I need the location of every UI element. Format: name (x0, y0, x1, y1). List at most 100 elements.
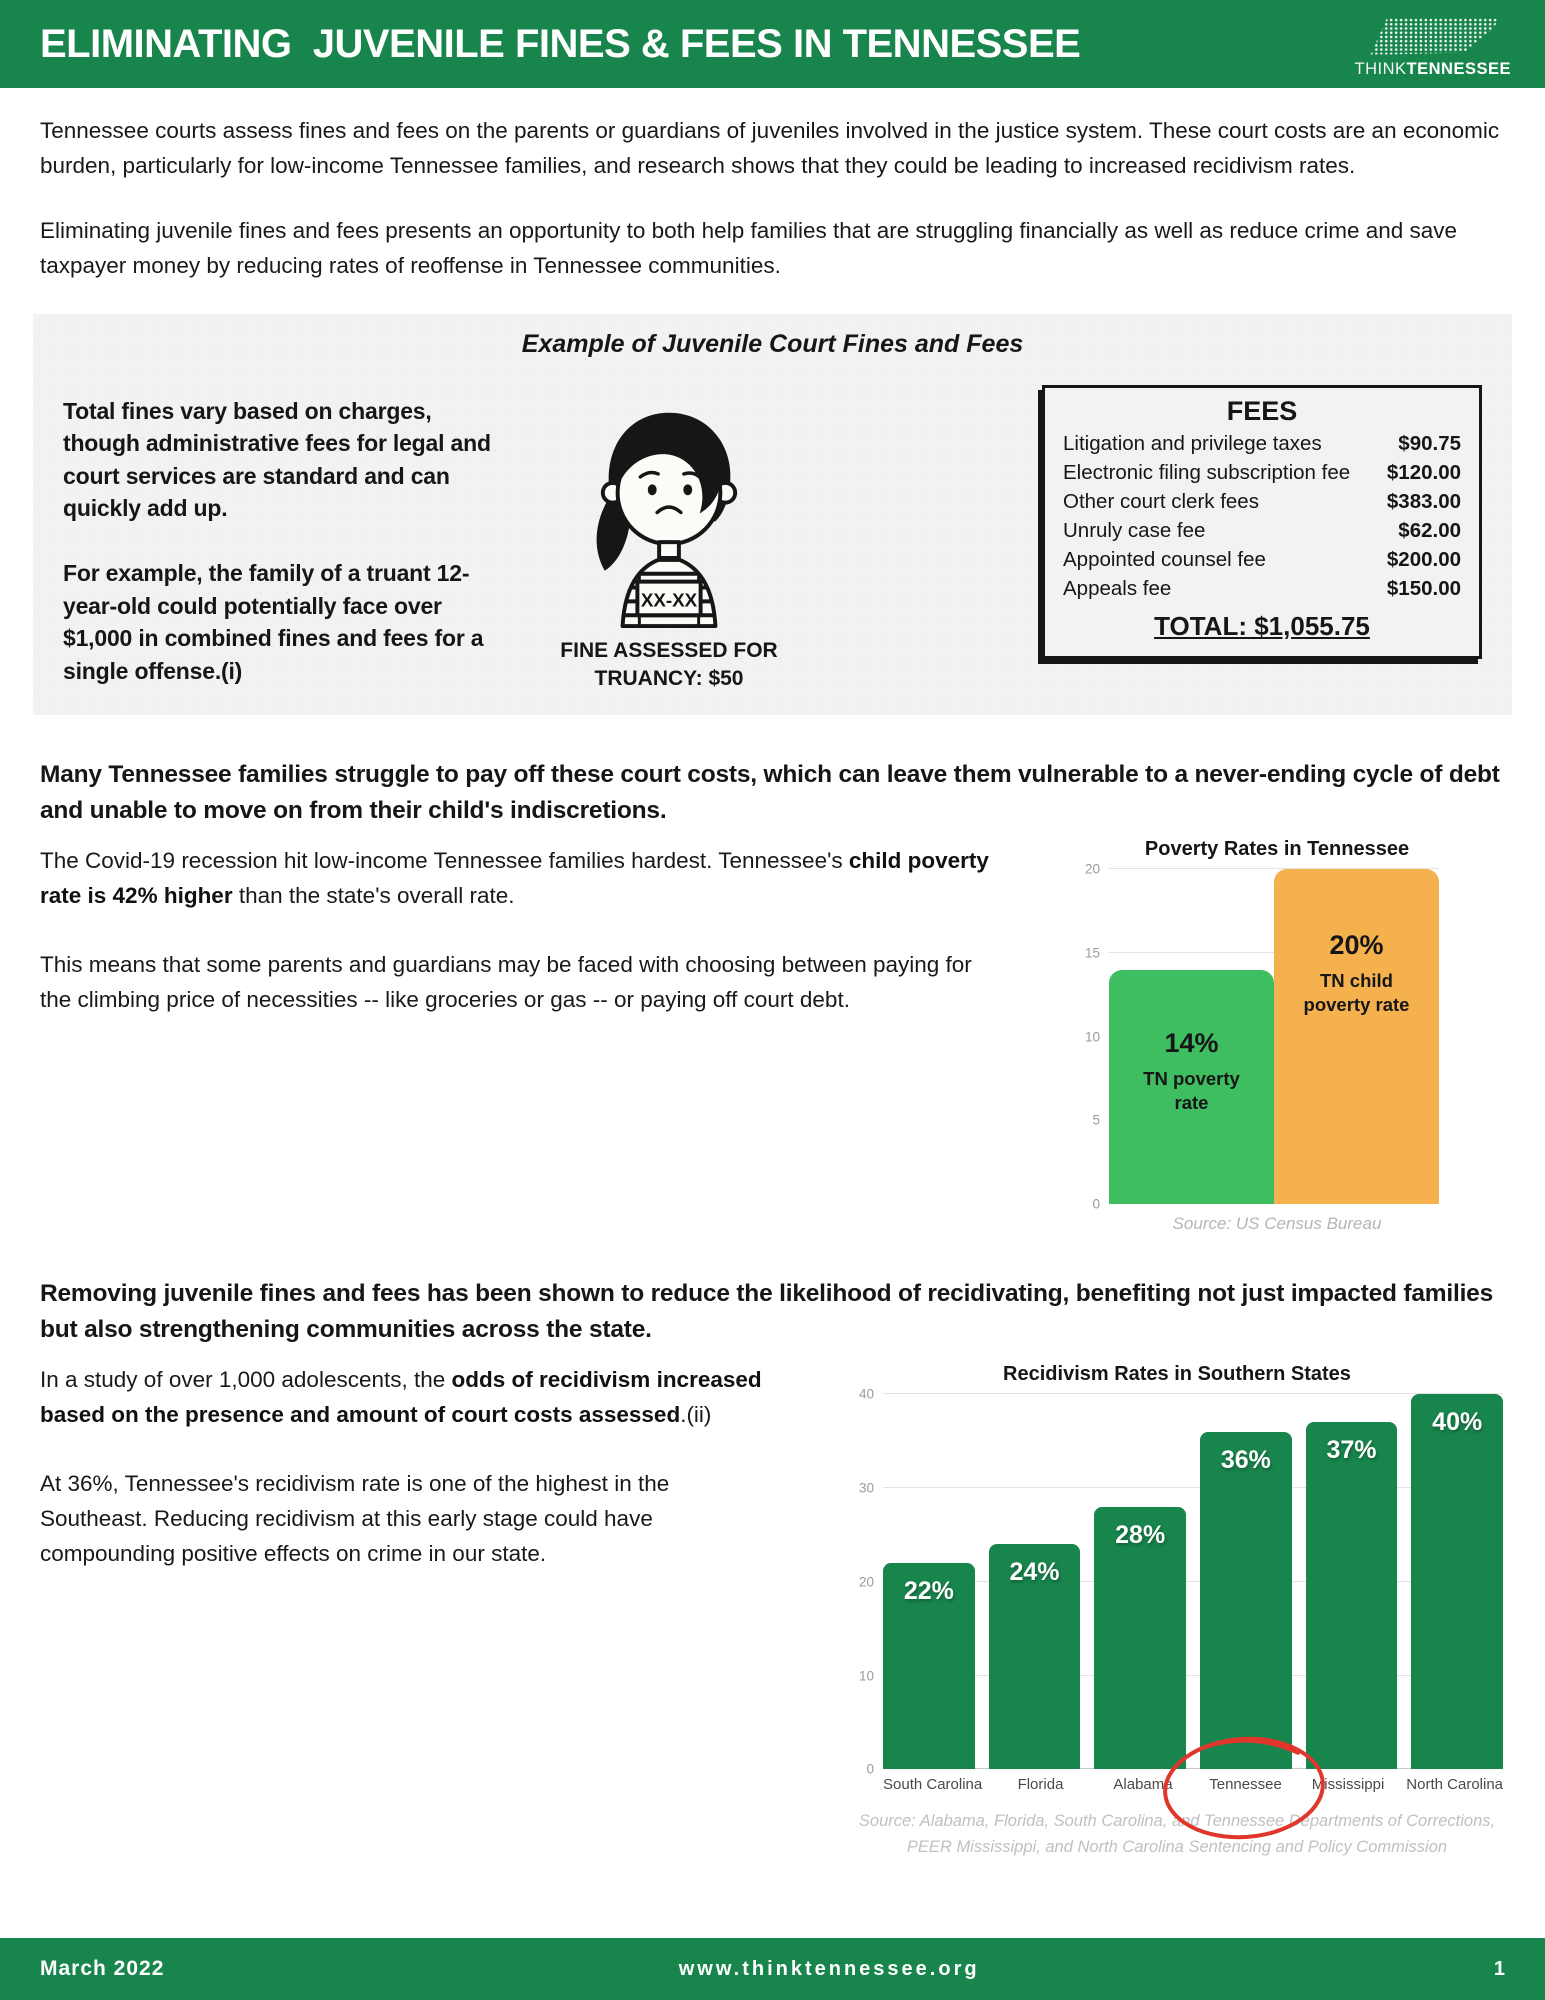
recidivism-x-axis: South Carolina Florida Alabama Tennessee Mis… (883, 1776, 1503, 1793)
fees-title: FEES (1226, 395, 1298, 426)
bar-category-label: TN poverty rate (1143, 1068, 1240, 1114)
recidivism-chart-plot: 0 10 20 30 40 22% 24% 28% 36% 37% 40% (849, 1387, 1505, 1777)
bars: 22% 24% 28% 36% 37% 40% (883, 1394, 1504, 1770)
fees-table: Litigation and privilege taxes $90.75 Elec… (1063, 432, 1461, 601)
example-text-paragraph-2: For example, the family of a truant 12-y… (63, 560, 484, 685)
bar-value-label: 14% (1164, 1028, 1219, 1059)
example-box-title: Example of Juvenile Court Fines and Fees (521, 329, 1024, 358)
y-tick-label: 0 (866, 1761, 874, 1777)
poverty-plot-area: 14% TN poverty rate 20% TN child poverty ra… (1109, 868, 1439, 1205)
poverty-y-axis: 0 5 10 15 20 (1075, 862, 1109, 1212)
recidivism-chart-title: Recidivism Rates in Southern States (1003, 1363, 1351, 1386)
logo-think-text: THINK (1354, 59, 1407, 78)
fee-row: Litigation and privilege taxes $90.75 (1063, 432, 1461, 456)
intro-paragraph-2: Eliminating juvenile fines and fees pres… (40, 217, 1458, 278)
recidivism-plot-area: 22% 24% 28% 36% 37% 40% (883, 1393, 1504, 1770)
bar-mississippi: 37% (1305, 1422, 1398, 1770)
bar-value-label: 36% (1220, 1445, 1271, 1474)
example-box-content: Total fines vary based on charges, thoug… (63, 373, 1482, 694)
bars: 14% TN poverty rate 20% TN child poverty ra… (1109, 869, 1439, 1205)
fee-row: Electronic filing subscription fee $120.0… (1063, 461, 1461, 485)
placard-text: XX-XX (641, 589, 698, 610)
fee-label: Appointed counsel fee (1063, 547, 1266, 571)
recidivism-chart-source: Source: Alabama, Florida, South Carolina… (858, 1812, 1496, 1856)
fee-row: Appointed counsel fee $200.00 (1063, 548, 1461, 572)
page-body: Tennessee courts assess fines and fees o… (0, 88, 1545, 1938)
y-tick-label: 30 (858, 1480, 874, 1496)
fee-label: Other court clerk fees (1063, 489, 1259, 513)
poverty-section: The Covid-19 recession hit low-income Te… (40, 838, 1505, 1234)
bar-value-label: 28% (1115, 1520, 1166, 1549)
gridline (883, 1674, 1503, 1676)
bar-value-label: 20% (1329, 929, 1384, 960)
x-tick-label-south-carolina: South Carolina (883, 1776, 983, 1794)
x-tick-label-florida: Florida (1017, 1776, 1064, 1794)
bar-value-label: 37% (1326, 1436, 1377, 1465)
y-tick-label: 10 (858, 1668, 874, 1683)
page-header: ELIMINATING JUVENILE FINES & FEES IN TEN… (0, 0, 1545, 88)
poverty-chart-title: Poverty Rates in Tennessee (1144, 838, 1410, 861)
poverty-chart: Poverty Rates in Tennessee 0 5 10 15 20 14% T… (1075, 838, 1479, 1234)
tennessee-state-icon (1370, 17, 1499, 54)
y-tick-label: 5 (1092, 1112, 1100, 1128)
page-footer: March 2022 www.thinktennessee.org 1 (0, 1938, 1545, 2000)
fee-label: Litigation and privilege taxes (1063, 431, 1322, 455)
x-tick-label-tennessee: Tennessee (1209, 1776, 1282, 1794)
y-tick-label: 0 (1092, 1196, 1100, 1212)
footer-website-link[interactable]: www.thinktennessee.org (678, 1957, 980, 1980)
fee-amount: $120.00 (1386, 460, 1461, 484)
sad-girl-illustration: XX-XX (596, 412, 738, 628)
fee-label: Unruly case fee (1063, 518, 1206, 542)
gridline (883, 1580, 1503, 1582)
bar-north-carolina: 40% (1411, 1394, 1504, 1770)
example-box-text: Total fines vary based on charges, thoug… (63, 373, 493, 688)
recidivism-y-axis: 0 10 20 30 40 (849, 1387, 883, 1777)
logo-wordmark: THINKTENNESSEE (1355, 60, 1511, 79)
gridline (883, 1487, 1503, 1488)
y-tick-label: 20 (858, 1574, 874, 1590)
recidivism-section-heading: Removing juvenile fines and fees has bee… (40, 1280, 1494, 1343)
poverty-paragraph-2: This means that some parents and guardia… (40, 951, 972, 1012)
fee-label: Appeals fee (1063, 576, 1172, 600)
bar-tn-poverty-rate: 14% TN poverty rate (1109, 969, 1274, 1205)
fee-amount: $150.00 (1386, 576, 1461, 600)
fees-table-box: FEES Litigation and privilege taxes $90.7… (1042, 384, 1482, 659)
bar-value-label: 40% (1432, 1408, 1483, 1437)
bar-south-carolina: 22% (883, 1563, 975, 1770)
fees-total: TOTAL: $1,055.75 (1154, 610, 1370, 641)
example-text-paragraph-1: Total fines vary based on charges, thoug… (63, 397, 491, 522)
bar-florida: 24% (988, 1544, 1081, 1770)
fee-amount: $62.00 (1398, 518, 1461, 542)
gridline (1109, 868, 1439, 870)
think-tennessee-logo: THINKTENNESSEE (1355, 14, 1511, 79)
truant-girl-figure: XX-XX FINE ASSESSED FOR TRUANCY: $50 (519, 373, 819, 694)
bar-value-label: 22% (903, 1577, 954, 1605)
poverty-paragraph-1: The Covid-19 recession hit low-income Te… (40, 848, 989, 909)
poverty-chart-plot: 0 5 10 15 20 14% TN poverty rate 20% TN child p… (1075, 862, 1479, 1212)
footer-page-number: 1 (1493, 1957, 1505, 1980)
poverty-section-heading: Many Tennessee families struggle to pay … (40, 761, 1500, 824)
x-tick-label-alabama: Alabama (1113, 1776, 1173, 1794)
recidivism-section-text: In a study of over 1,000 adolescents, th… (40, 1363, 781, 1860)
footer-date: March 2022 (40, 1957, 165, 1980)
y-tick-label: 40 (858, 1386, 874, 1402)
gridline (883, 1393, 1503, 1395)
fee-label: Electronic filing subscription fee (1063, 460, 1351, 484)
y-tick-label: 15 (1084, 945, 1100, 961)
bar-tn-child-poverty-rate: 20% TN child poverty rate (1274, 869, 1439, 1205)
intro-section: Tennessee courts assess fines and fees o… (40, 114, 1505, 284)
poverty-section-text: The Covid-19 recession hit low-income Te… (40, 844, 991, 1234)
bar-value-label: 24% (1009, 1558, 1060, 1587)
recidivism-paragraph-1: In a study of over 1,000 adolescents, th… (40, 1367, 762, 1428)
fine-caption: FINE ASSESSED FOR TRUANCY: $50 (560, 638, 778, 690)
bar-alabama: 28% (1094, 1506, 1187, 1770)
example-box: Example of Juvenile Court Fines and Fees… (33, 313, 1512, 716)
logo-tennessee-text: TENNESSEE (1406, 59, 1511, 78)
fee-row: Other court clerk fees $383.00 (1063, 490, 1461, 514)
recidivism-section: In a study of over 1,000 adolescents, th… (40, 1363, 1505, 1860)
fee-row: Unruly case fee $62.00 (1063, 519, 1461, 543)
page-title: ELIMINATING JUVENILE FINES & FEES IN TEN… (40, 21, 1081, 66)
x-tick-label-north-carolina: North Carolina (1406, 1776, 1504, 1794)
bar-tennessee: 36% (1200, 1431, 1292, 1770)
recidivism-paragraph-2: At 36%, Tennessee's recidivism rate is o… (40, 1471, 670, 1566)
